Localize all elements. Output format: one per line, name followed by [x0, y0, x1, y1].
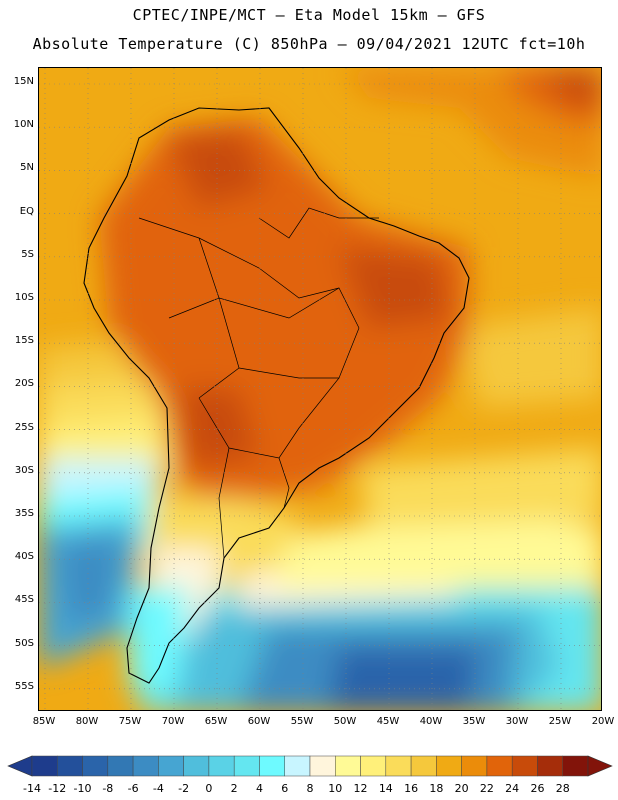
- lon-tick-label: 20W: [591, 716, 615, 727]
- colorbar-tick-label: -8: [102, 782, 114, 795]
- colorbar-swatch: [107, 755, 134, 777]
- lon-tick-label: 70W: [161, 716, 185, 727]
- colorbar-swatch: [233, 755, 260, 777]
- colorbar-tick-label: 22: [479, 782, 494, 795]
- lat-tick-label: 5N: [20, 162, 34, 174]
- lat-tick-label: 20S: [14, 378, 34, 390]
- colorbar-swatch: [31, 755, 58, 777]
- lon-tick-label: 35W: [462, 716, 486, 727]
- colorbar-tick-label: 4: [255, 782, 263, 795]
- colorbar-swatch: [511, 755, 538, 777]
- colorbar-tick-label: -10: [73, 782, 92, 795]
- colorbar-swatch: [158, 755, 184, 777]
- colorbar-swatch: [132, 755, 159, 777]
- colorbar-swatch: [436, 755, 462, 777]
- chart-title-line2: Absolute Temperature (C) 850hPa – 09/04/…: [32, 35, 586, 53]
- colorbar-tick-label: 8: [306, 782, 314, 795]
- lat-tick-label: 10S: [14, 292, 34, 303]
- colorbar-swatch: [562, 755, 589, 777]
- lat-tick-label: 15S: [14, 335, 34, 347]
- colorbar-min-arrow: [7, 755, 33, 777]
- colorbar-tick-label: 10: [328, 782, 343, 795]
- lat-tick-label: 5S: [21, 248, 34, 260]
- colorbar-tick-label: 12: [353, 782, 368, 795]
- temperature-map: [39, 68, 601, 710]
- lon-tick-label: 60W: [247, 716, 271, 727]
- colorbar-tick-label: 24: [505, 782, 520, 795]
- colorbar-tick-label: -14: [23, 782, 41, 795]
- colorbar-tick-label: -2: [178, 782, 190, 795]
- colorbar-tick-label: 28: [555, 782, 570, 795]
- lon-tick-label: 55W: [290, 716, 314, 727]
- colorbar-tick-label: 6: [281, 782, 289, 795]
- colorbar-tick-label: 20: [454, 782, 469, 795]
- lat-tick-label: 55S: [14, 680, 34, 692]
- colorbar-swatch: [183, 755, 210, 777]
- colorbar-tick-label: 2: [230, 782, 238, 795]
- lon-tick-label: 45W: [376, 716, 400, 727]
- graticule: [39, 68, 601, 710]
- colorbar-tick-label: 0: [205, 782, 213, 795]
- lon-tick-label: 50W: [333, 716, 357, 727]
- colorbar-tick-label: 18: [429, 782, 444, 795]
- colorbar-swatch: [284, 755, 311, 777]
- colorbar-swatch: [360, 755, 387, 777]
- lat-tick-label: 35S: [14, 508, 34, 519]
- map-panel: [38, 67, 602, 711]
- lon-tick-label: 65W: [204, 716, 228, 727]
- colorbar-tick-label: -12: [48, 782, 67, 795]
- colorbar-tick-label: -4: [152, 782, 164, 795]
- colorbar-tick-label: 14: [378, 782, 393, 795]
- colorbar-swatch: [208, 755, 235, 777]
- chart-title-line1: CPTEC/INPE/MCT – Eta Model 15km – GFS: [132, 6, 486, 24]
- colorbar-swatch: [410, 755, 437, 777]
- country-borders: [138, 207, 379, 559]
- colorbar-swatch: [259, 755, 285, 777]
- colorbar-swatch: [537, 755, 563, 777]
- colorbar: [7, 755, 613, 777]
- lat-tick-label: EQ: [19, 205, 34, 217]
- colorbar-swatch: [461, 755, 488, 777]
- lon-tick-label: 75W: [118, 716, 142, 727]
- lat-tick-label: 15N: [13, 76, 34, 87]
- colorbar-tick-label: 26: [530, 782, 545, 795]
- lon-tick-label: 30W: [505, 716, 529, 727]
- colorbar-tick-label: -6: [127, 782, 139, 795]
- colorbar-swatch: [385, 755, 412, 777]
- lat-tick-label: 50S: [14, 637, 34, 649]
- lat-tick-label: 30S: [14, 464, 34, 476]
- lon-tick-label: 40W: [419, 716, 443, 727]
- lat-tick-label: 10N: [13, 119, 34, 131]
- colorbar-max-arrow: [587, 755, 613, 777]
- lon-tick-label: 85W: [32, 716, 56, 727]
- colorbar-tick-label: 16: [404, 782, 419, 795]
- lat-tick-label: 40S: [14, 551, 34, 563]
- coastline: [83, 107, 470, 684]
- colorbar-swatch: [57, 755, 83, 777]
- colorbar-swatch: [82, 755, 109, 777]
- lat-tick-label: 45S: [14, 594, 34, 606]
- lat-tick-label: 25S: [14, 421, 34, 433]
- colorbar-swatch: [335, 755, 361, 777]
- lon-tick-label: 25W: [548, 716, 572, 727]
- lon-tick-label: 80W: [75, 716, 99, 727]
- colorbar-swatch: [486, 755, 513, 777]
- colorbar-swatch: [309, 755, 336, 777]
